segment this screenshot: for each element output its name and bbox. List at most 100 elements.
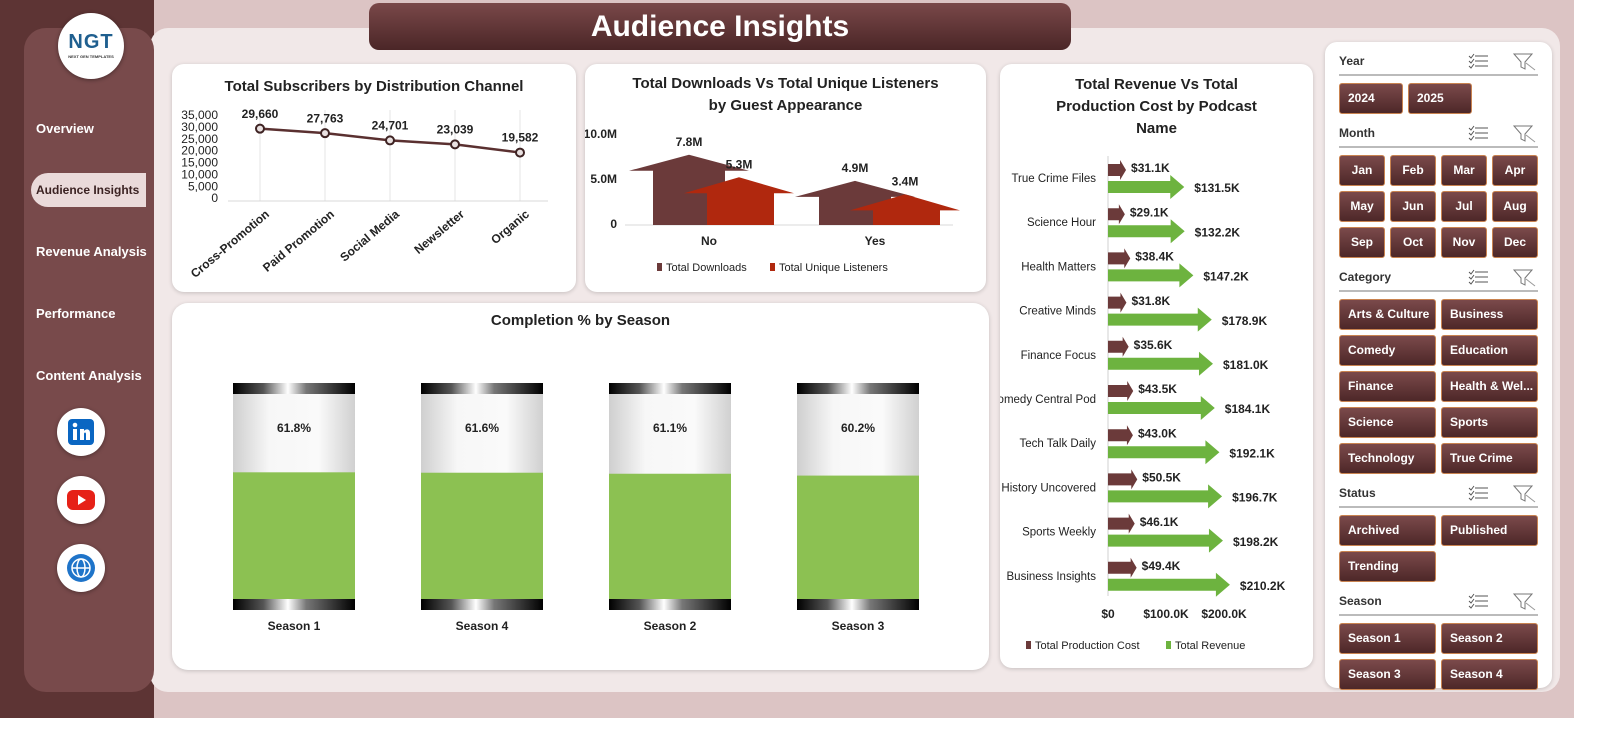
slicer-icons xyxy=(1468,269,1536,287)
data-label: $181.0K xyxy=(1223,358,1269,372)
slicer-button[interactable]: Science xyxy=(1339,407,1436,438)
bar xyxy=(1108,557,1137,578)
data-label: 60.2% xyxy=(841,421,875,435)
clear-filter-x[interactable] xyxy=(1525,278,1536,287)
nav-item[interactable]: Performance xyxy=(36,306,116,322)
data-label: $50.5K xyxy=(1142,471,1181,485)
clear-filter-icon xyxy=(1512,593,1534,610)
legend-marker xyxy=(1166,641,1171,649)
nav-item[interactable]: Content Analysis xyxy=(36,367,142,383)
slicer-button[interactable]: Nov xyxy=(1441,227,1487,258)
x-tick-label: Season 2 xyxy=(644,619,697,633)
slicer-button[interactable]: Arts & Culture xyxy=(1339,299,1436,330)
data-label: $49.4K xyxy=(1142,559,1181,573)
x-tick-label: $0 xyxy=(1101,607,1115,621)
slicer-button[interactable]: 2024 xyxy=(1339,83,1403,114)
slicer-button[interactable]: Trending xyxy=(1339,551,1436,582)
slicer-button[interactable]: Technology xyxy=(1339,443,1436,474)
clear-filter-x[interactable] xyxy=(1525,602,1536,611)
chart: 05,00010,00015,00020,00025,00030,00035,0… xyxy=(181,107,548,281)
slicer-button[interactable]: Business xyxy=(1441,299,1538,330)
nav-item[interactable]: Revenue Analysis xyxy=(36,244,147,260)
slicer-button[interactable]: Season 1 xyxy=(1339,623,1436,654)
slicer-items: Archived Published Trending xyxy=(1339,515,1538,582)
data-label: $178.9K xyxy=(1222,314,1268,328)
slicer-button[interactable]: Finance xyxy=(1339,371,1436,402)
y-tick-label: Health Matters xyxy=(1021,261,1096,273)
data-label: $147.2K xyxy=(1203,270,1249,284)
slicer-button[interactable]: Education xyxy=(1441,335,1538,366)
legend-marker xyxy=(657,263,662,271)
x-tick-label: $200.0K xyxy=(1201,607,1247,621)
legend-label: Total Revenue xyxy=(1175,640,1245,652)
slicer-button[interactable]: True Crime xyxy=(1441,443,1538,474)
battery-cap xyxy=(421,383,543,394)
y-tick-label: Science Hour xyxy=(1027,217,1096,229)
data-label: $210.2K xyxy=(1240,579,1286,593)
globe-icon xyxy=(67,554,95,582)
slicer-button[interactable]: Sports xyxy=(1441,407,1538,438)
y-tick-label: 0 xyxy=(610,217,617,231)
bar xyxy=(1108,160,1127,180)
chart-title: Completion % by Season xyxy=(490,312,671,329)
point xyxy=(515,147,525,158)
chart: $0 $100.0K $200.0K True Crime Files Science … xyxy=(1000,156,1286,652)
data-label: 3.4M xyxy=(892,175,919,189)
battery-cap xyxy=(609,383,731,394)
slicer-button[interactable]: Jun xyxy=(1390,191,1436,222)
youtube-link[interactable] xyxy=(57,476,105,524)
slicer-button[interactable]: Apr xyxy=(1492,155,1538,186)
slicer-button[interactable]: Sep xyxy=(1339,227,1385,258)
slicer-button[interactable]: Oct xyxy=(1390,227,1436,258)
slicer-button[interactable]: Aug xyxy=(1492,191,1538,222)
clear-filter-x[interactable] xyxy=(1525,494,1536,503)
slicer-button[interactable]: Jan xyxy=(1339,155,1385,186)
data-label: 7.8M xyxy=(676,135,703,149)
slicer-button[interactable]: Jul xyxy=(1441,191,1487,222)
bar xyxy=(1108,528,1223,553)
slicer-button[interactable]: Dec xyxy=(1492,227,1538,258)
linkedin-icon xyxy=(68,419,94,445)
slicer-button[interactable]: Health & Wel... xyxy=(1441,371,1538,402)
data-label: $132.2K xyxy=(1195,225,1241,239)
slicer-button[interactable]: Published xyxy=(1441,515,1538,546)
slicer-button[interactable]: 2025 xyxy=(1408,83,1472,114)
legend-label: Total Production Cost xyxy=(1035,640,1140,652)
slicer-button[interactable]: May xyxy=(1339,191,1385,222)
data-label: $43.5K xyxy=(1138,382,1177,396)
slicer-button[interactable]: Comedy xyxy=(1339,335,1436,366)
battery-cap xyxy=(233,383,355,394)
slicer-button[interactable]: Archived xyxy=(1339,515,1436,546)
clear-filter-icon xyxy=(1512,125,1534,142)
header-title: Audience Insights xyxy=(590,10,850,43)
data-label: 4.9M xyxy=(842,161,869,175)
slicer-header: Month xyxy=(1339,122,1538,148)
slicer-title: Year xyxy=(1339,54,1365,68)
slicer-button[interactable]: Mar xyxy=(1441,155,1487,186)
bar xyxy=(1108,513,1135,534)
nav-item[interactable]: Overview xyxy=(36,121,94,136)
slicer: Month Jan Feb Mar Apr May Jun Jul Aug Sep Oct Nov De… xyxy=(1339,122,1538,258)
slicer-items: Arts & Culture Business Comedy Education Fin… xyxy=(1339,299,1538,474)
y-tick-label: 5,000 xyxy=(188,179,218,193)
clear-filter-x[interactable] xyxy=(1525,134,1536,143)
x-tick-label: $100.0K xyxy=(1143,607,1189,621)
slicer-button[interactable]: Season 3 xyxy=(1339,659,1436,690)
slicer-header: Status xyxy=(1339,482,1538,508)
chart-card: Total Downloads Vs Total Unique Listener… xyxy=(585,64,986,292)
slicer-button[interactable]: Season 4 xyxy=(1441,659,1538,690)
bar xyxy=(1108,396,1215,420)
slicer-button[interactable]: Feb xyxy=(1390,155,1436,186)
legend-marker xyxy=(1026,641,1031,649)
slicer-button[interactable]: Season 2 xyxy=(1441,623,1538,654)
y-tick-label: 5.0M xyxy=(590,172,617,186)
x-tick-label: Social Media xyxy=(337,207,402,265)
data-label: $35.6K xyxy=(1134,338,1173,352)
linkedin-link[interactable] xyxy=(57,408,105,456)
data-label: $131.5K xyxy=(1194,181,1240,195)
clear-filter-x[interactable] xyxy=(1525,62,1536,71)
slicer-header: Season xyxy=(1339,590,1538,616)
multi-select-icon xyxy=(1468,269,1475,285)
website-link[interactable] xyxy=(57,544,105,592)
nav-item[interactable]: Audience Insights xyxy=(31,172,146,207)
